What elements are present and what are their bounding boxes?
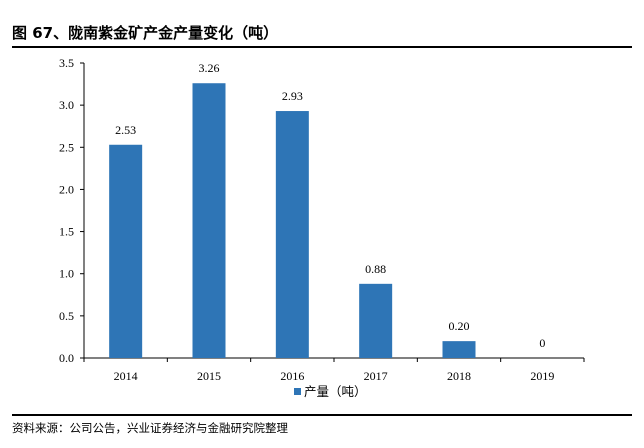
data-labels: 2.53 3.26 2.93 0.88 0.20 0 [115,61,545,350]
data-label-2016: 2.93 [282,89,303,103]
source-note: 资料来源：公司公告，兴业证券经济与金融研究院整理 [12,421,288,435]
data-label-2017: 0.88 [365,262,386,276]
chart-title: 图 67、陇南紫金矿产金产量变化（吨） [12,24,279,42]
y-tick-label: 2.0 [59,182,74,196]
x-tick-label: 2014 [114,369,138,383]
bar-2017 [359,283,393,358]
x-tick-label: 2015 [197,369,221,383]
y-tick-label: 3.5 [59,56,74,70]
bar-2016 [275,111,309,359]
axes: 0.0 0.5 1.0 1.5 2.0 2.5 3.0 3.5 2014 2015 2016 2017… [59,56,585,383]
bar-2014 [109,144,143,358]
title-rule [12,46,632,48]
data-label-2018: 0.20 [449,319,470,333]
x-tick-label: 2019 [530,369,554,383]
footer-rule [12,414,632,416]
legend: 产量（吨） [294,384,367,399]
bars [109,83,476,359]
y-tick-label: 0.0 [59,351,74,365]
y-tick-label: 1.0 [59,267,74,281]
data-label-2019: 0 [539,336,545,350]
bar-chart: 0.0 0.5 1.0 1.5 2.0 2.5 3.0 3.5 2014 2015 2016 2017… [59,56,585,399]
x-tick-label: 2016 [280,369,304,383]
legend-swatch [294,388,301,395]
data-label-2015: 3.26 [199,61,220,75]
bar-2018 [442,341,476,358]
x-tick-label: 2017 [364,369,388,383]
y-tick-label: 0.5 [59,309,74,323]
x-tick-label: 2018 [447,369,471,383]
y-tick-label: 3.0 [59,98,74,112]
legend-label: 产量（吨） [304,384,367,399]
y-tick-label: 1.5 [59,225,74,239]
y-tick-label: 2.5 [59,140,74,154]
bar-2015 [192,83,226,358]
data-label-2014: 2.53 [115,123,136,137]
